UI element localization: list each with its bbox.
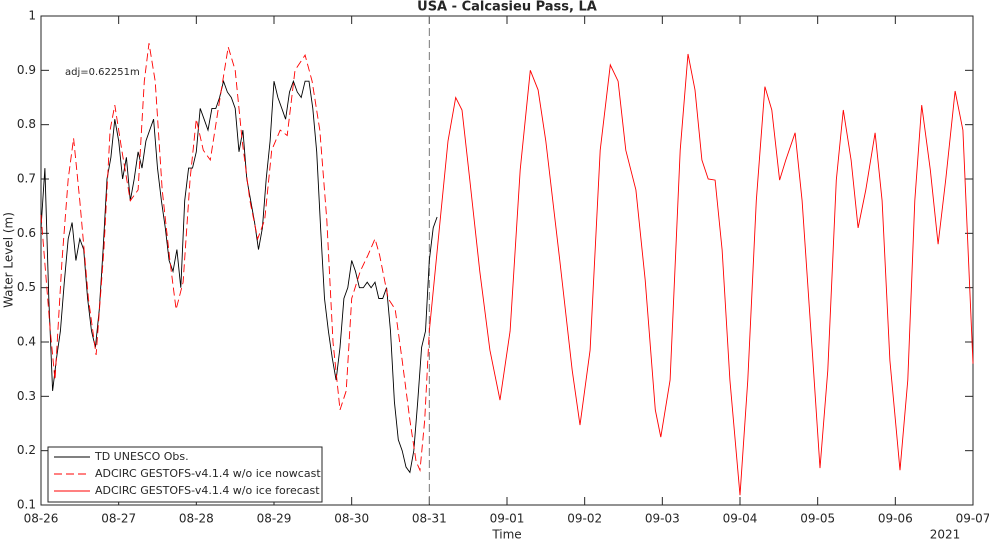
x-year-label: 2021: [930, 528, 961, 541]
series-line: [40, 79, 438, 474]
x-tick-label: 08-30: [334, 512, 369, 526]
x-tick-label: 08-26: [24, 512, 59, 526]
x-tick-label: 08-31: [412, 512, 447, 526]
y-tick-label: 0.1: [17, 498, 36, 512]
y-axis-label: Water Level (m): [2, 212, 16, 308]
x-tick-label: 09-03: [645, 512, 680, 526]
y-tick-label: 0.8: [17, 117, 36, 131]
chart-title: USA - Calcasieu Pass, LA: [417, 0, 597, 15]
x-tick-label: 09-06: [878, 512, 913, 526]
x-tick-label: 09-04: [723, 512, 758, 526]
series-line: [40, 43, 430, 472]
legend-label: ADCIRC GESTOFS-v4.1.4 w/o ice nowcast: [95, 467, 321, 480]
legend-label: ADCIRC GESTOFS-v4.1.4 w/o ice forecast: [95, 484, 320, 497]
y-tick-label: 0.6: [17, 226, 36, 240]
x-tick-label: 09-07: [956, 512, 989, 526]
x-tick-label: 08-28: [179, 512, 214, 526]
y-tick-label: 0.7: [17, 172, 36, 186]
y-tick-label: 0.4: [17, 335, 36, 349]
plot-area: [40, 15, 974, 506]
x-axis-label: Time: [491, 528, 521, 541]
x-tick-label: 09-05: [800, 512, 835, 526]
y-tick-label: 0.2: [17, 443, 36, 457]
x-tick-label: 09-02: [567, 512, 602, 526]
legend-box: [47, 446, 323, 503]
annotation: adj=0.62251m: [65, 67, 140, 78]
x-tick-label: 08-29: [257, 512, 292, 526]
series-line: [428, 53, 974, 496]
y-tick-label: 0.5: [17, 280, 36, 294]
y-tick-label: 0.3: [17, 389, 36, 403]
legend-label: TD UNESCO Obs.: [94, 450, 189, 463]
x-tick-label: 09-01: [490, 512, 525, 526]
x-tick-label: 08-27: [101, 512, 136, 526]
y-tick-label: 0.9: [17, 63, 36, 77]
legend: TD UNESCO Obs. ADCIRC GESTOFS-v4.1.4 w/o …: [47, 446, 323, 503]
y-tick-label: 1: [28, 9, 36, 23]
